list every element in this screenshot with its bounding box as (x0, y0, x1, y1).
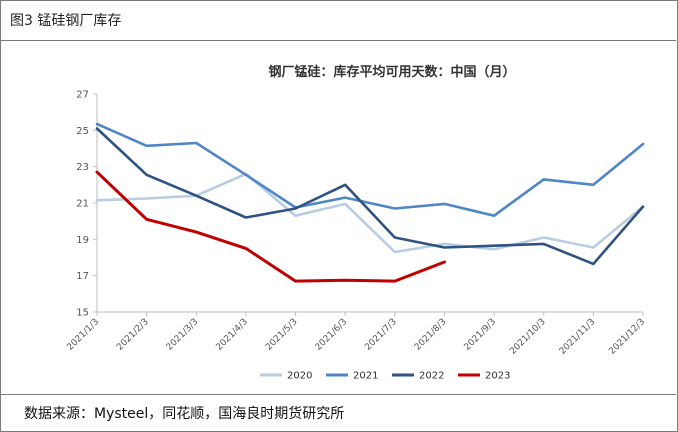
x-tick-label: 2021/12/3 (607, 317, 647, 357)
x-tick-label: 2021/2/3 (115, 317, 151, 353)
chart-axes: 15 17 19 21 23 25 27 2021/1/3 2021/2/3 2021/3/3 20… (65, 90, 647, 357)
figure-footer: 数据来源：Mysteel，同花顺，国海良时期货研究所 (0, 394, 676, 431)
y-tick-label: 25 (76, 126, 89, 137)
x-tick-label: 2021/11/3 (558, 317, 598, 357)
series-line-2021 (95, 122, 645, 217)
y-tick-label: 21 (76, 199, 89, 210)
chart-title: 钢厂锰硅：库存平均可用天数：中国（月） (268, 64, 515, 80)
figure-header: 图3 锰硅钢厂库存 (0, 0, 676, 41)
x-tick-label: 2021/4/3 (214, 317, 250, 353)
chart-series (95, 122, 645, 283)
x-tick-label: 2021/3/3 (165, 317, 201, 353)
legend-label-2020: 2020 (287, 371, 312, 382)
y-tick-label: 27 (76, 90, 89, 101)
series-line-2020 (95, 172, 645, 254)
y-tick-label: 15 (76, 308, 89, 319)
x-tick-label: 2021/9/3 (463, 317, 499, 353)
legend-label-2022: 2022 (419, 371, 444, 382)
x-tick-label: 2021/7/3 (363, 317, 399, 353)
chart-legend: 2020 2021 2022 2023 (260, 371, 510, 382)
y-tick-label: 23 (76, 162, 89, 173)
x-tick-label: 2021/6/3 (314, 317, 350, 353)
legend-label-2021: 2021 (353, 371, 378, 382)
x-tick-label: 2021/10/3 (508, 317, 548, 357)
y-tick-label: 17 (76, 271, 89, 282)
x-tick-label: 2021/8/3 (413, 317, 449, 353)
y-tick-label: 19 (76, 235, 89, 246)
legend-label-2023: 2023 (485, 371, 510, 382)
data-source-note: 数据来源：Mysteel，同花顺，国海良时期货研究所 (24, 406, 345, 422)
figure-caption: 图3 锰硅钢厂库存 (10, 13, 122, 29)
x-tick-label: 2021/5/3 (264, 317, 300, 353)
series-line-2023 (95, 170, 446, 283)
x-tick-label: 2021/1/3 (65, 317, 101, 353)
series-line-2022 (95, 127, 645, 266)
